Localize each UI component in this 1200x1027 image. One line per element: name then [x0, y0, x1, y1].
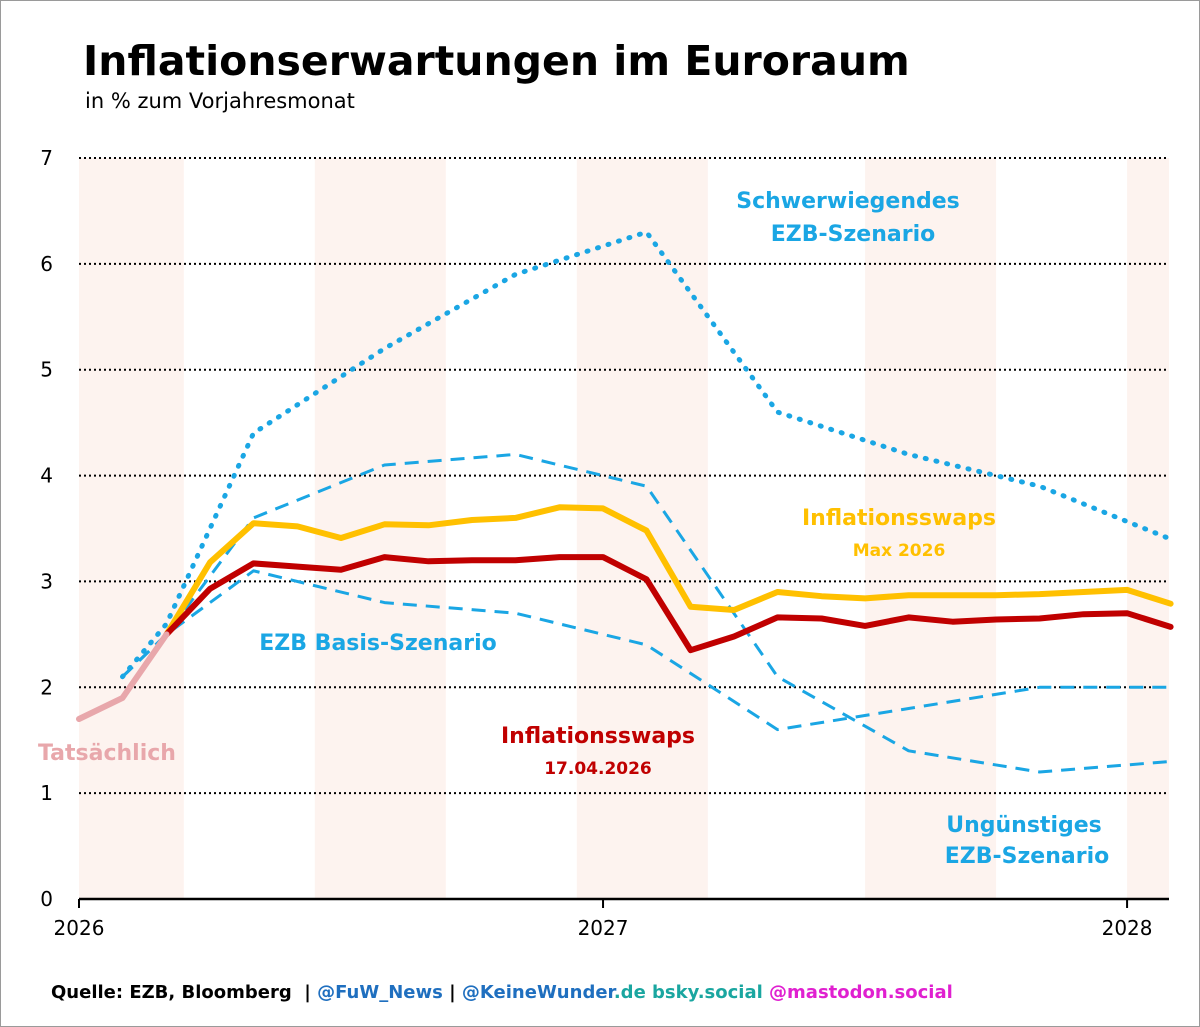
footer-source: Quelle: EZB, Bloomberg | @FuW_News | @Ke… — [51, 982, 953, 1003]
shaded-bands — [79, 158, 1169, 899]
label-swaps-max-line1: Inflationsswaps — [802, 506, 996, 531]
gridlines — [79, 157, 1169, 901]
footer-handle-keinewunder-tld[interactable]: .de — [613, 982, 646, 1003]
series-line-tatsächlich — [76, 631, 170, 722]
label-base: EZB Basis-Szenario — [259, 631, 496, 656]
series-line-inflationsswaps-17-04-2026 — [163, 554, 1174, 654]
x-tick-label: 2028 — [1102, 916, 1153, 940]
y-tick-label: 7 — [40, 146, 53, 170]
chart-subtitle: in % zum Vorjahresmonat — [85, 89, 355, 113]
footer-separator-2: | — [442, 982, 462, 1003]
footer-separator-1: | — [291, 982, 318, 1003]
series-line-inflationsswaps-max-2026 — [163, 504, 1174, 638]
label-adverse-line2: EZB-Szenario — [945, 844, 1109, 869]
x-tick-label: 2026 — [54, 916, 105, 940]
series-lines — [76, 229, 1174, 774]
series-line-ezb-basis-szenario — [121, 569, 1171, 732]
y-tick-label: 2 — [40, 675, 53, 699]
series-line-ungünstiges-ezb-szenario — [121, 452, 1171, 774]
shaded-band-0 — [79, 158, 184, 899]
footer-mastodon[interactable]: @mastodon.social — [762, 982, 953, 1003]
footer-handle-keinewunder[interactable]: @KeineWunder — [461, 982, 614, 1003]
label-actual: Tatsächlich — [38, 741, 176, 766]
chart-title: Inflationserwartungen im Euroraum — [83, 37, 910, 85]
series-line-schwerwiegendes-ezb-szenario — [120, 229, 1174, 680]
label-swaps-max-line2: Max 2026 — [853, 541, 946, 561]
label-adverse-line1: Ungünstiges — [946, 813, 1102, 838]
y-tick-label: 3 — [40, 569, 53, 593]
y-tick-label: 4 — [40, 464, 53, 488]
x-tick-label: 2027 — [578, 916, 629, 940]
label-swaps-current-line2: 17.04.2026 — [544, 759, 652, 779]
y-tick-label: 0 — [40, 887, 53, 911]
y-tick-label: 5 — [40, 358, 53, 382]
y-tick-label: 6 — [40, 252, 53, 276]
y-axis-ticks: 0 1 2 3 4 5 6 7 — [40, 146, 53, 911]
x-axis-ticks: 2026 2027 2028 — [54, 899, 1153, 940]
shaded-band-3 — [865, 158, 997, 899]
footer-source-text: Quelle: EZB, Bloomberg — [51, 982, 292, 1003]
label-severe-line2: EZB-Szenario — [771, 222, 935, 247]
y-tick-label: 1 — [40, 781, 53, 805]
footer-bsky[interactable]: bsky.social — [645, 982, 763, 1003]
footer-handle-fuw[interactable]: @FuW_News — [317, 982, 443, 1003]
label-swaps-current-line1: Inflationsswaps — [501, 724, 695, 749]
label-severe-line1: Schwerwiegendes — [736, 189, 960, 214]
